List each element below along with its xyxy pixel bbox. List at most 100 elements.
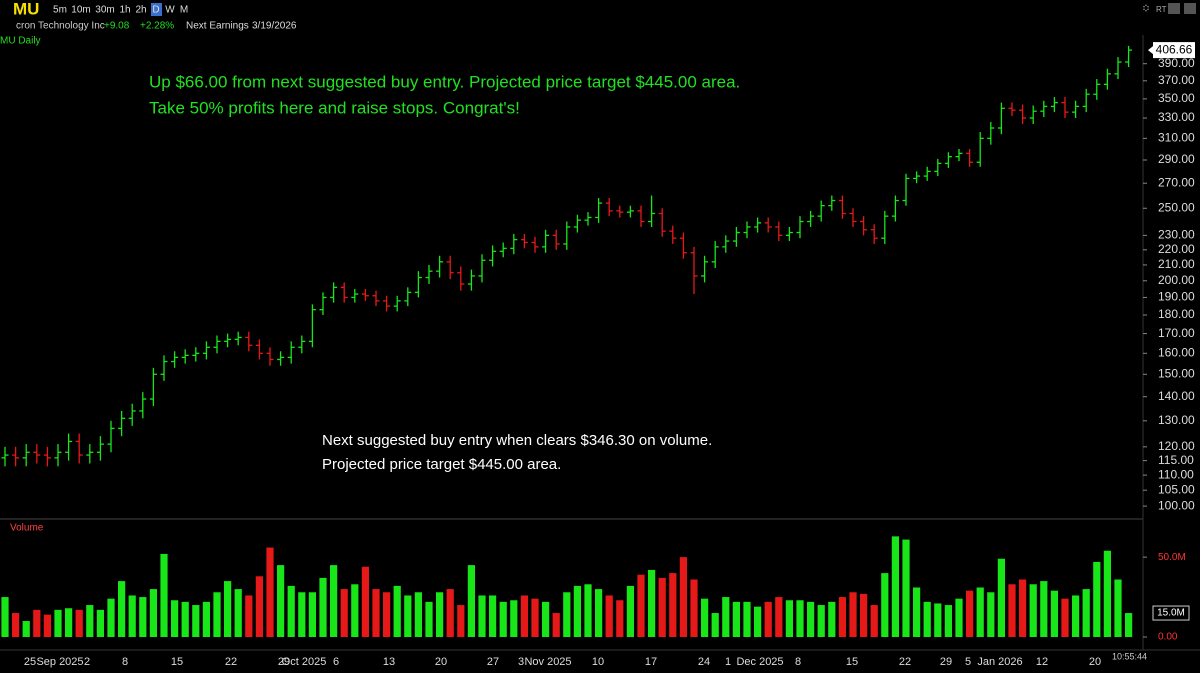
volume-bar xyxy=(923,601,931,637)
volume-bar xyxy=(65,608,73,637)
volume-bar xyxy=(722,597,730,637)
volume-bar xyxy=(542,601,550,637)
volume-bar xyxy=(754,606,762,637)
volume-bar xyxy=(54,609,62,637)
y-tick-label: 140.00 xyxy=(1158,389,1195,403)
volume-bar xyxy=(679,557,687,637)
volume-bar xyxy=(202,601,210,637)
volume-bar xyxy=(732,601,740,637)
settings-icon[interactable] xyxy=(1168,3,1180,14)
volume-bar xyxy=(669,573,677,637)
volume-bar xyxy=(987,592,995,637)
symbol[interactable]: MU xyxy=(13,0,39,18)
y-tick-label: 110.00 xyxy=(1158,467,1194,481)
volume-bar xyxy=(775,597,783,637)
volume-bar xyxy=(934,603,942,637)
volume-bar xyxy=(648,569,656,637)
volume-bar xyxy=(743,601,751,637)
timeframe-button[interactable]: 2h xyxy=(135,5,146,16)
volume-bar xyxy=(1093,561,1101,637)
volume-bar xyxy=(234,589,242,637)
volume-bar xyxy=(277,565,285,637)
volume-bar xyxy=(245,595,253,637)
price-tag-arrow xyxy=(1148,46,1153,55)
volume-bar xyxy=(192,605,200,637)
y-tick-label: 100.00 xyxy=(1158,498,1195,512)
volume-bar xyxy=(287,585,295,637)
volume-bar xyxy=(298,592,306,637)
y-tick-label: 200.00 xyxy=(1158,273,1195,287)
y-tick-label: 370.00 xyxy=(1158,73,1195,87)
volume-bar xyxy=(955,598,963,637)
favorite-icon[interactable] xyxy=(1143,4,1149,12)
x-tick-label: 3 xyxy=(518,656,524,668)
menu-icon[interactable] xyxy=(1184,3,1196,14)
y-tick-label: 220.00 xyxy=(1158,242,1195,256)
timeframe-button[interactable]: M xyxy=(180,5,188,16)
volume-bar xyxy=(817,605,825,637)
x-tick-label: 29 xyxy=(940,656,952,668)
y-tick-label: 230.00 xyxy=(1158,228,1195,242)
timeframe-button[interactable]: 1h xyxy=(119,5,130,16)
volume-bar xyxy=(828,601,836,637)
volume-bar xyxy=(107,598,115,637)
y-tick-label: 250.00 xyxy=(1158,200,1195,214)
y-tick-label: 105.00 xyxy=(1158,482,1195,496)
y-tick-label: 390.00 xyxy=(1158,56,1195,70)
volume-bar xyxy=(616,600,624,637)
rt-badge[interactable]: RT xyxy=(1156,5,1167,14)
x-tick-label: 10 xyxy=(592,656,604,668)
x-tick-label: 5 xyxy=(965,656,971,668)
earnings-label: Next Earnings xyxy=(186,21,249,32)
volume-bar xyxy=(446,589,454,637)
volume-bar xyxy=(1082,589,1090,637)
x-tick-label: 15 xyxy=(171,656,183,668)
volume-bar xyxy=(499,601,507,637)
x-tick-label: 2 xyxy=(84,656,90,668)
volume-bar xyxy=(531,598,539,637)
volume-bar xyxy=(1125,613,1133,637)
annotation: Projected price target $445.00 area. xyxy=(322,456,561,473)
x-tick-label: 17 xyxy=(645,656,657,668)
volume-bar xyxy=(711,613,719,637)
volume-bar xyxy=(1,597,9,637)
volume-bar xyxy=(1008,584,1016,637)
clock: 10:55:44 xyxy=(1112,651,1147,661)
volume-bar xyxy=(838,597,846,637)
y-tick-label: 160.00 xyxy=(1158,345,1195,359)
volume-bar xyxy=(436,592,444,637)
volume-bar xyxy=(595,589,603,637)
timeframe-button[interactable]: 10m xyxy=(71,5,90,16)
volume-bar xyxy=(478,595,486,637)
volume-bar xyxy=(330,565,338,637)
y-tick-label: 270.00 xyxy=(1158,175,1195,189)
volume-bar xyxy=(181,601,189,637)
x-tick-label: 22 xyxy=(225,656,237,668)
volume-bar xyxy=(944,605,952,637)
timeframe-button[interactable]: W xyxy=(165,5,175,16)
volume-bar xyxy=(43,614,51,637)
panel-label[interactable]: MU Daily xyxy=(0,36,41,47)
volume-bar xyxy=(308,592,316,637)
x-tick-label: 6 xyxy=(333,656,339,668)
volume-bar xyxy=(1029,584,1037,637)
timeframe-button[interactable]: 30m xyxy=(95,5,114,16)
volume-bar xyxy=(701,598,709,637)
volume-bar xyxy=(96,609,104,637)
timeframe-button[interactable]: 5m xyxy=(53,5,67,16)
x-tick-label: 29 xyxy=(278,656,290,668)
volume-bar xyxy=(425,601,433,637)
volume-bar xyxy=(891,536,899,637)
timeframe-button[interactable]: D xyxy=(152,5,159,16)
volume-label[interactable]: Volume xyxy=(10,523,44,534)
x-tick-label: 27 xyxy=(487,656,499,668)
volume-bar xyxy=(171,600,179,637)
y-tick-label: 115.00 xyxy=(1158,453,1194,467)
volume-bar xyxy=(22,621,30,637)
volume-bar xyxy=(1114,579,1122,637)
y-tick-label: 180.00 xyxy=(1158,307,1195,321)
volume-bar xyxy=(764,601,772,637)
volume-bar xyxy=(372,589,380,637)
volume-bar xyxy=(637,574,645,637)
change: +9.08 xyxy=(104,21,130,32)
